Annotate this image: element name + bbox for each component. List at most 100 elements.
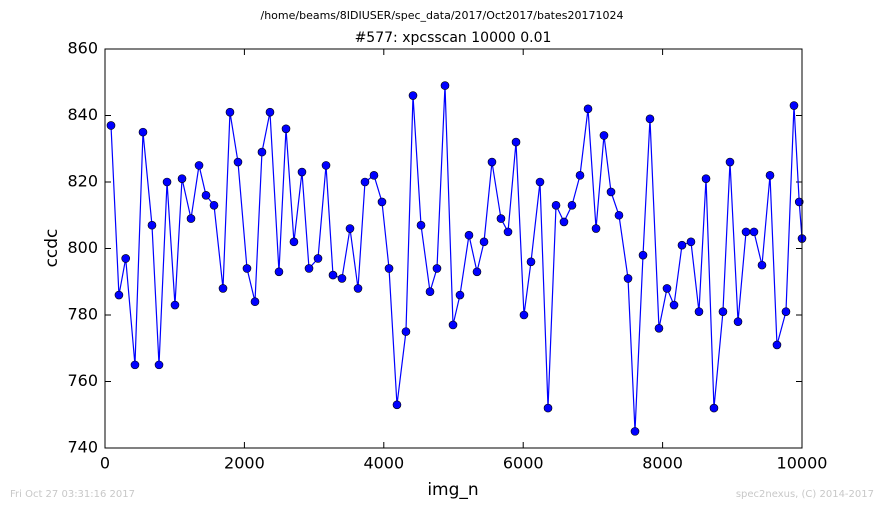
- data-point: [147, 220, 157, 230]
- data-point: [614, 210, 624, 220]
- data-point: [591, 224, 601, 233]
- data-point: [669, 300, 679, 310]
- data-point: [114, 290, 124, 300]
- data-point: [345, 224, 355, 233]
- footer-right: spec2nexus, (C) 2014-2017: [736, 489, 874, 500]
- data-point: [218, 284, 228, 293]
- data-point: [487, 157, 497, 167]
- data-point: [526, 257, 536, 267]
- data-point: [757, 260, 767, 270]
- data-point: [741, 227, 751, 237]
- data-point: [440, 81, 450, 90]
- data-point: [503, 227, 513, 237]
- data-point: [694, 307, 704, 316]
- data-point: [781, 307, 791, 316]
- data-point: [677, 240, 687, 250]
- data-point: [297, 167, 307, 177]
- data-point: [749, 227, 759, 237]
- data-point: [377, 197, 387, 207]
- data-point: [225, 107, 235, 117]
- data-point: [686, 237, 696, 247]
- footer-left: Fri Oct 27 03:31:16 2017: [10, 489, 135, 500]
- data-line: [110, 85, 803, 432]
- x-tick-label: 2000: [224, 454, 265, 473]
- data-point: [472, 267, 482, 277]
- data-point: [630, 427, 640, 436]
- data-point: [432, 264, 442, 273]
- data-point: [733, 317, 743, 326]
- data-point: [304, 264, 314, 273]
- data-point: [328, 270, 338, 280]
- x-tick-label: 8000: [642, 454, 683, 473]
- data-point: [416, 220, 426, 230]
- data-point: [392, 400, 402, 410]
- data-point: [170, 300, 180, 310]
- data-point: [765, 171, 775, 180]
- data-point: [479, 237, 489, 247]
- x-tick-label: 4000: [363, 454, 404, 473]
- data-point: [233, 157, 243, 167]
- data-point: [209, 200, 219, 210]
- suptitle: /home/beams/8IDIUSER/spec_data/2017/Oct2…: [261, 9, 624, 22]
- data-point: [138, 127, 148, 137]
- y-tick-label: 740: [67, 438, 98, 457]
- data-point: [289, 237, 299, 247]
- data-point: [250, 297, 260, 307]
- data-point: [337, 274, 347, 283]
- data-point: [551, 200, 561, 210]
- data-point: [313, 254, 323, 263]
- data-point: [599, 131, 609, 140]
- data-point: [654, 323, 664, 333]
- data-point: [321, 161, 331, 170]
- y-tick-label: 780: [67, 305, 98, 324]
- data-point: [369, 171, 379, 180]
- data-point: [662, 284, 672, 293]
- data-point: [511, 137, 521, 147]
- data-point: [645, 114, 655, 124]
- y-axis-label: ccdc: [42, 229, 62, 268]
- data-point: [177, 174, 187, 183]
- y-tick-label: 860: [67, 39, 98, 58]
- data-point: [623, 274, 633, 283]
- data-point: [425, 287, 435, 297]
- data-point: [535, 177, 545, 187]
- data-point: [455, 290, 465, 300]
- data-point: [384, 264, 394, 273]
- data-point: [701, 174, 711, 183]
- plot-frame: [104, 48, 803, 449]
- data-point: [186, 214, 196, 223]
- data-point: [106, 121, 116, 130]
- data-point: [709, 403, 719, 413]
- data-point: [448, 320, 458, 330]
- data-point: [360, 177, 370, 187]
- x-tick-label: 10000: [777, 454, 828, 473]
- data-point: [496, 214, 506, 223]
- data-point: [543, 403, 553, 413]
- data-point: [559, 217, 569, 227]
- data-point: [583, 104, 593, 114]
- data-point: [464, 230, 474, 240]
- data-point: [606, 187, 616, 197]
- data-point: [353, 284, 363, 293]
- data-point: [201, 191, 211, 200]
- data-point: [281, 124, 291, 134]
- data-point: [274, 267, 284, 277]
- x-axis-label: img_n: [427, 480, 478, 500]
- data-point: [725, 157, 735, 167]
- data-point: [121, 254, 131, 263]
- data-point: [772, 340, 782, 350]
- data-point: [789, 101, 799, 110]
- y-tick-label: 840: [67, 105, 98, 124]
- x-tick-label: 6000: [503, 454, 544, 473]
- data-point: [130, 360, 140, 370]
- data-point: [401, 327, 411, 336]
- y-tick-label: 760: [67, 371, 98, 390]
- data-point: [567, 200, 577, 210]
- data-point: [242, 264, 252, 273]
- data-point: [154, 360, 164, 370]
- data-point: [194, 161, 204, 170]
- data-point: [575, 171, 585, 180]
- data-point: [638, 250, 648, 260]
- data-point: [794, 197, 804, 207]
